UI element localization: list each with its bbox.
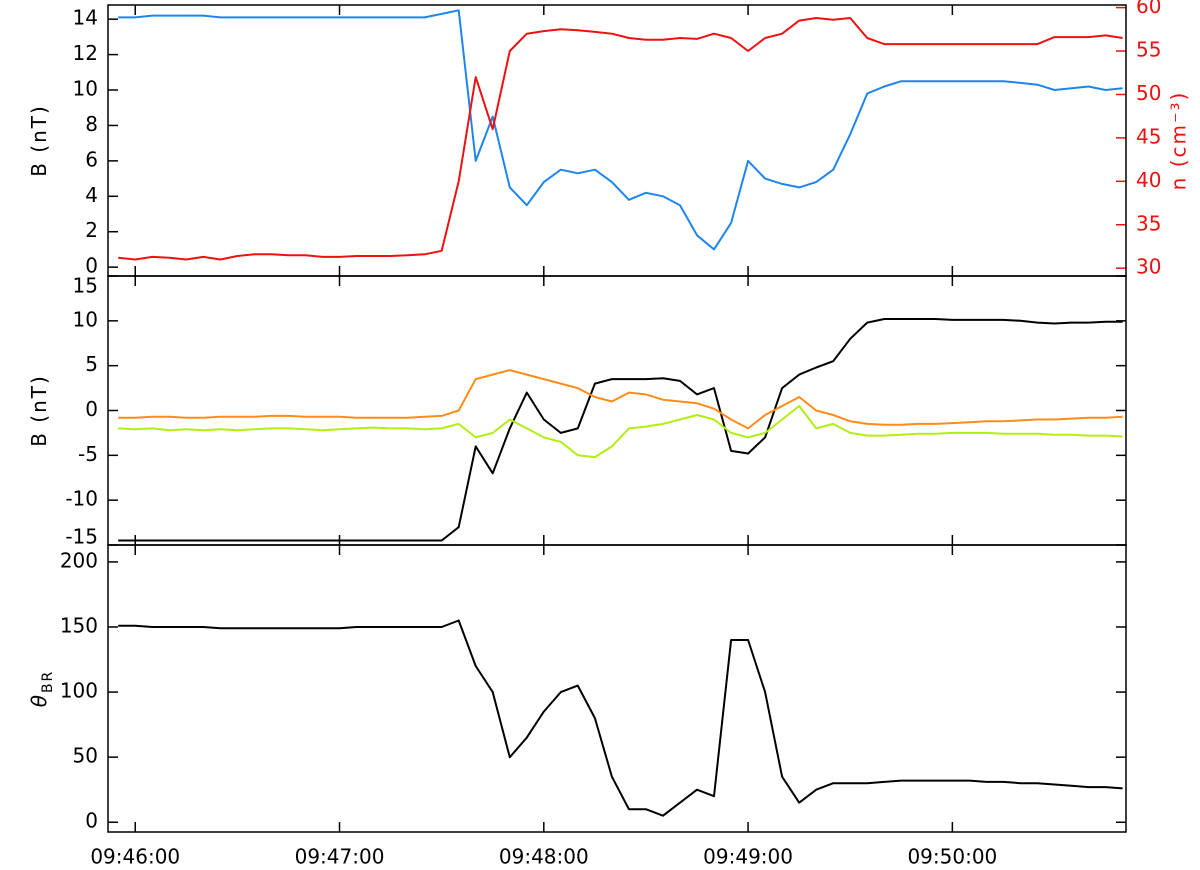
y-tick-label: 8 — [85, 112, 98, 136]
y-axis-label: θBR — [27, 670, 57, 708]
y-tick-label: -5 — [78, 442, 98, 466]
x-tick-label: 09:49:00 — [703, 845, 793, 869]
x-tick-label: 09:46:00 — [90, 845, 180, 869]
panel-frame — [107, 544, 1127, 833]
data-line — [118, 369, 1123, 430]
y-axis-label: B (nT) — [27, 374, 51, 447]
y2-axis-label: n (cm⁻³) — [1167, 91, 1191, 191]
panel-frame — [107, 275, 1127, 546]
panel-frame — [107, 4, 1127, 277]
y-tick-label: 200 — [60, 548, 98, 572]
y-tick-label: 0 — [85, 397, 98, 421]
y-axis-label-main: B (nT) — [27, 374, 51, 447]
y-tick-label: 4 — [85, 183, 98, 207]
y2-tick-label: 45 — [1136, 124, 1161, 148]
y-tick-label: 14 — [73, 6, 98, 30]
y2-tick-label: 55 — [1136, 38, 1161, 62]
y-tick-label: 100 — [60, 679, 98, 703]
y-axis-label-sub: BR — [40, 670, 56, 693]
y-tick-label: 15 — [73, 274, 98, 298]
data-line — [118, 17, 1123, 261]
y-tick-label: 2 — [85, 218, 98, 242]
y-tick-label: 6 — [85, 147, 98, 171]
y-tick-label: 0 — [85, 254, 98, 278]
data-line — [118, 405, 1123, 459]
y-tick-label: 10 — [73, 307, 98, 331]
x-tick-label: 09:47:00 — [295, 845, 385, 869]
y-tick-label: -10 — [65, 487, 98, 511]
y-tick-label: 150 — [60, 614, 98, 638]
y-tick-label: -15 — [65, 525, 98, 549]
y2-tick-label: 30 — [1136, 255, 1161, 279]
y2-tick-label: 35 — [1136, 211, 1161, 235]
y2-tick-label: 50 — [1136, 81, 1161, 105]
data-line — [118, 619, 1123, 817]
y-tick-label: 10 — [73, 77, 98, 101]
y-axis-label-main: B (nT) — [27, 104, 51, 177]
y-axis-label-main: θ — [27, 693, 51, 707]
y-tick-label: 0 — [85, 809, 98, 833]
data-line — [118, 318, 1123, 542]
y-tick-label: 50 — [73, 744, 98, 768]
data-line — [118, 9, 1123, 251]
y2-tick-label: 60 — [1136, 0, 1161, 18]
x-tick-label: 09:50:00 — [907, 845, 997, 869]
y-axis-label: B (nT) — [27, 104, 51, 177]
y-tick-label: 12 — [73, 41, 98, 65]
y-tick-label: 5 — [85, 352, 98, 376]
y2-tick-label: 40 — [1136, 168, 1161, 192]
x-tick-label: 09:48:00 — [499, 845, 589, 869]
